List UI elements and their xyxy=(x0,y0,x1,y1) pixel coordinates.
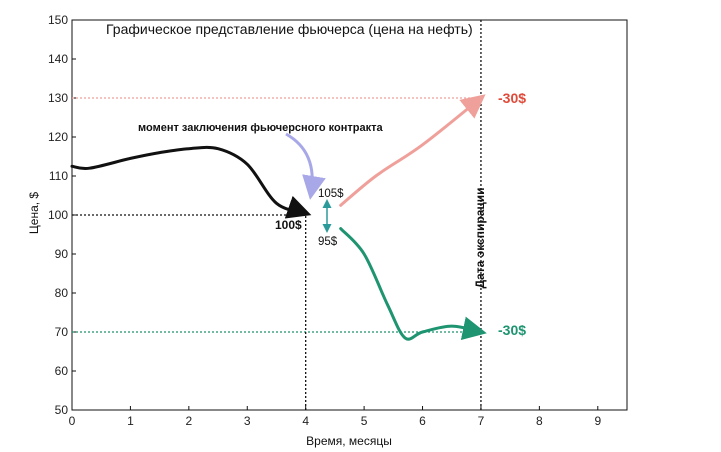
chart-title: Графическое представление фьючерса (цена… xyxy=(106,21,473,37)
expiry-label: Дата экспирации xyxy=(473,187,487,288)
series-line-fall xyxy=(339,227,487,341)
y-tick-label: 130 xyxy=(48,91,68,105)
y-tick-label: 60 xyxy=(55,364,69,378)
x-tick-label: 3 xyxy=(244,414,251,428)
x-tick-label: 7 xyxy=(478,414,485,428)
y-tick-label: 70 xyxy=(55,325,69,339)
x-tick-label: 1 xyxy=(127,414,134,428)
price-95-label: 95$ xyxy=(318,236,338,248)
y-tick-label: 120 xyxy=(48,130,68,144)
y-axis-label: Цена, $ xyxy=(27,192,41,235)
series-line-history xyxy=(70,145,312,219)
x-axis-ticks: 0 1 2 3 4 5 6 7 8 9 xyxy=(69,406,601,428)
reference-lines xyxy=(72,20,482,410)
y-tick-label: 50 xyxy=(55,403,69,417)
x-axis-label: Время, месяцы xyxy=(306,434,392,448)
series-layer xyxy=(70,94,487,341)
series-line-rise xyxy=(339,94,486,207)
x-tick-label: 0 xyxy=(69,414,76,428)
x-tick-label: 2 xyxy=(185,414,192,428)
x-tick-label: 8 xyxy=(536,414,543,428)
contract-moment-label: момент заключения фьючерсного контракта xyxy=(138,122,383,134)
x-tick-label: 9 xyxy=(594,414,601,428)
y-tick-label: 90 xyxy=(55,247,69,261)
loss-bottom-label: -30$ xyxy=(498,322,526,338)
loss-top-label: -30$ xyxy=(498,90,526,106)
y-tick-label: 140 xyxy=(48,52,68,66)
x-tick-label: 4 xyxy=(302,414,309,428)
x-tick-label: 6 xyxy=(419,414,426,428)
x-tick-label: 5 xyxy=(361,414,368,428)
y-axis-ticks: 50 60 70 80 90 100 110 120 130 140 150 xyxy=(48,13,76,417)
price-100-label: 100$ xyxy=(275,218,302,232)
price-105-label: 105$ xyxy=(318,188,344,200)
contract-moment-arrow xyxy=(285,132,326,200)
y-tick-label: 150 xyxy=(48,13,68,27)
y-tick-label: 100 xyxy=(48,208,68,222)
y-tick-label: 80 xyxy=(55,286,69,300)
y-tick-label: 110 xyxy=(49,169,68,183)
plot-frame xyxy=(71,19,628,411)
